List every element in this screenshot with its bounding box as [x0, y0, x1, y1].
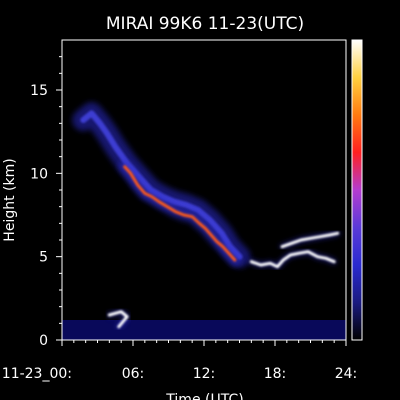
chart-title: MIRAI 99K6 11-23(UTC) — [106, 14, 304, 34]
plot-background — [62, 40, 346, 340]
echo-layer-upper-layer — [280, 231, 340, 249]
y-tick-label: 10 — [30, 166, 48, 182]
surface-echo — [62, 320, 346, 340]
echo-layer-low-cloud — [107, 310, 129, 329]
x-tick-label: 24: — [335, 366, 358, 382]
y-tick-label: 0 — [39, 333, 48, 349]
x-axis-label: Time (UTC) — [165, 392, 243, 400]
colorbar — [351, 39, 363, 341]
echo-layer-anvil — [123, 165, 237, 262]
x-axis-ticks: 11-23_00: 06: 12: 18: 24: — [2, 340, 357, 382]
echo-layers — [62, 102, 346, 340]
x-tick-label: 06: — [122, 366, 145, 382]
echo-layer-melting-layer — [249, 250, 336, 269]
y-axis-label: Height (km) — [2, 158, 18, 241]
y-tick-label: 5 — [39, 250, 48, 266]
x-tick-label: 12: — [193, 366, 216, 382]
y-axis-ticks: 0 5 10 15 — [30, 56, 62, 349]
plot-area — [62, 40, 346, 340]
x-tick-label: 18: — [264, 366, 287, 382]
y-tick-label: 15 — [30, 83, 48, 99]
x-tick-label: 11-23_00: — [2, 366, 72, 382]
